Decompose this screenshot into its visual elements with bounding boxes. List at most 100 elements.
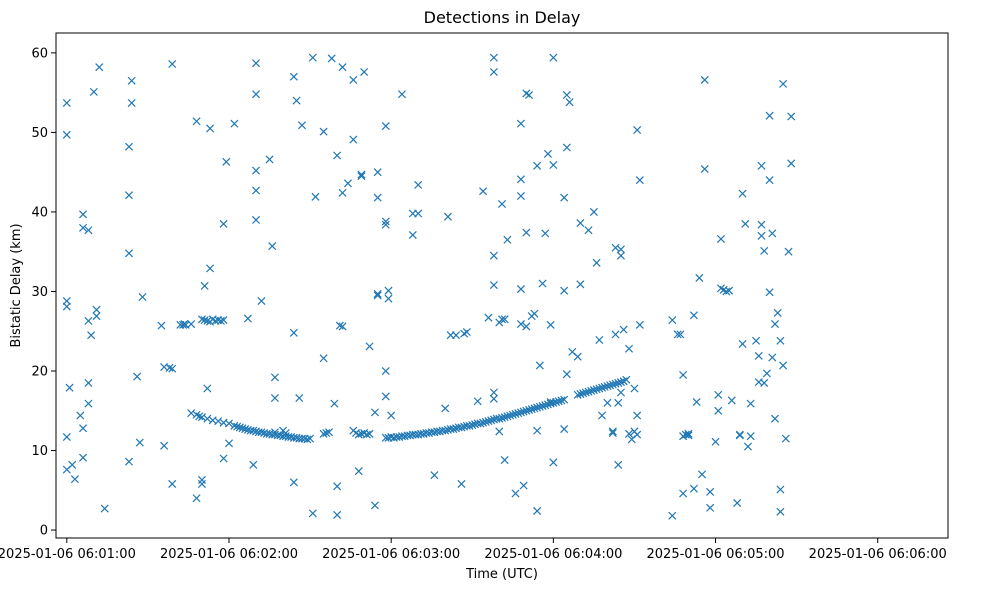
data-point	[384, 294, 393, 303]
data-point	[489, 67, 498, 76]
data-point	[516, 320, 525, 329]
data-point	[689, 311, 698, 320]
data-point	[673, 330, 682, 339]
data-point	[697, 470, 707, 479]
data-point	[576, 280, 585, 289]
data-point	[360, 67, 369, 76]
data-point	[784, 247, 793, 256]
data-point	[489, 394, 498, 403]
data-point	[468, 421, 477, 430]
data-point	[592, 385, 601, 394]
data-point	[327, 54, 336, 63]
data-point	[235, 423, 244, 432]
data-point	[62, 130, 71, 139]
data-point	[168, 479, 177, 488]
x-tick-label: 2025-01-06 06:02:00	[160, 547, 298, 562]
data-point	[95, 63, 104, 72]
data-point	[630, 384, 639, 393]
data-point	[506, 411, 515, 420]
data-point	[251, 90, 261, 99]
data-point	[522, 228, 531, 237]
data-point	[408, 230, 417, 240]
data-point	[616, 378, 625, 387]
data-point	[516, 175, 525, 184]
data-point	[773, 308, 782, 317]
data-point	[738, 339, 747, 348]
data-point	[124, 191, 134, 200]
data-point	[187, 409, 196, 418]
data-point	[516, 119, 525, 128]
data-point	[219, 219, 228, 228]
data-point	[192, 117, 201, 126]
data-point	[668, 511, 677, 520]
data-point	[338, 188, 347, 197]
data-point	[241, 425, 250, 434]
data-point	[487, 416, 496, 425]
data-point	[206, 124, 215, 133]
data-point	[676, 330, 685, 339]
data-point	[197, 315, 206, 324]
data-point	[373, 193, 382, 202]
data-point	[689, 484, 698, 493]
data-point	[479, 418, 488, 427]
data-point	[516, 285, 525, 294]
y-axis-ticks: 0 10 20 30 40 50 60	[31, 46, 56, 539]
data-point	[611, 243, 620, 252]
data-point	[584, 226, 593, 235]
data-point	[776, 507, 785, 516]
data-point	[679, 489, 688, 498]
data-point	[349, 135, 358, 144]
data-point	[514, 409, 523, 418]
data-point	[592, 258, 601, 267]
data-point	[735, 431, 744, 440]
data-point	[349, 75, 358, 84]
data-point	[741, 219, 750, 228]
data-point	[430, 471, 439, 480]
data-point	[216, 316, 225, 325]
data-point	[516, 192, 525, 201]
data-point	[549, 398, 558, 407]
data-point	[549, 160, 558, 170]
data-point	[200, 316, 209, 325]
data-point	[84, 316, 93, 325]
data-point	[197, 413, 206, 422]
data-point	[714, 390, 723, 399]
data-point	[124, 142, 134, 151]
data-point	[595, 384, 604, 393]
data-point	[760, 246, 769, 255]
y-tick-label: 0	[40, 524, 48, 539]
data-point	[133, 372, 142, 381]
data-point	[335, 321, 344, 330]
data-point	[684, 429, 693, 438]
data-point	[443, 212, 452, 221]
data-point	[333, 482, 342, 491]
data-point	[354, 430, 363, 439]
data-point	[633, 125, 642, 135]
data-point	[681, 430, 690, 439]
y-tick-label: 10	[31, 444, 48, 459]
data-point	[716, 234, 725, 244]
data-point	[519, 407, 528, 416]
data-point	[684, 431, 693, 440]
data-point	[787, 159, 796, 168]
data-point	[381, 220, 390, 229]
data-point	[549, 458, 558, 467]
data-point	[381, 217, 390, 226]
data-point	[441, 426, 450, 435]
data-point	[560, 286, 569, 295]
data-point	[614, 398, 623, 407]
data-point	[465, 421, 474, 430]
data-point	[595, 335, 604, 345]
data-point	[457, 479, 466, 488]
data-point	[473, 397, 482, 406]
x-axis-label: Time (UTC)	[465, 567, 538, 582]
data-point	[214, 417, 223, 426]
data-point	[481, 417, 490, 426]
data-point	[381, 392, 390, 401]
data-point	[614, 460, 623, 469]
data-point	[243, 314, 252, 323]
data-point	[768, 353, 777, 362]
data-point	[489, 251, 498, 260]
data-point	[384, 286, 393, 295]
data-point	[565, 98, 574, 107]
